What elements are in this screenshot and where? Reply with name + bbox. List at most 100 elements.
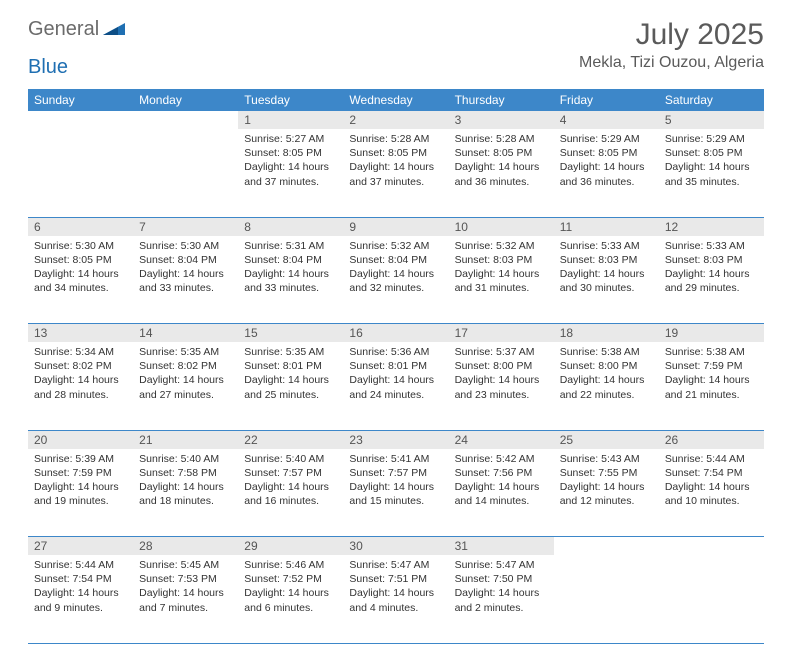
- day-day1: Daylight: 14 hours: [244, 160, 337, 174]
- month-title: July 2025: [579, 18, 764, 52]
- day-sunset: Sunset: 7:58 PM: [139, 466, 232, 480]
- day-cell: Sunrise: 5:38 AMSunset: 8:00 PMDaylight:…: [554, 342, 659, 430]
- day-sunrise: Sunrise: 5:30 AM: [139, 239, 232, 253]
- day-number: 29: [238, 537, 343, 556]
- day-sunset: Sunset: 7:50 PM: [455, 572, 548, 586]
- day-cell: Sunrise: 5:28 AMSunset: 8:05 PMDaylight:…: [449, 129, 554, 217]
- day-number: 7: [133, 217, 238, 236]
- day-cell: Sunrise: 5:35 AMSunset: 8:01 PMDaylight:…: [238, 342, 343, 430]
- day-sunset: Sunset: 8:05 PM: [349, 146, 442, 160]
- day-sunrise: Sunrise: 5:46 AM: [244, 558, 337, 572]
- day-sunset: Sunset: 7:59 PM: [665, 359, 758, 373]
- day-number: 11: [554, 217, 659, 236]
- day-sunrise: Sunrise: 5:30 AM: [34, 239, 127, 253]
- day-cell: Sunrise: 5:31 AMSunset: 8:04 PMDaylight:…: [238, 236, 343, 324]
- day-number: 4: [554, 111, 659, 129]
- day-sunset: Sunset: 8:01 PM: [349, 359, 442, 373]
- day-sunset: Sunset: 8:05 PM: [560, 146, 653, 160]
- day-day2: and 9 minutes.: [34, 601, 127, 615]
- day-cell: Sunrise: 5:42 AMSunset: 7:56 PMDaylight:…: [449, 449, 554, 537]
- day-number: 6: [28, 217, 133, 236]
- day-number: 2: [343, 111, 448, 129]
- day-sunrise: Sunrise: 5:29 AM: [560, 132, 653, 146]
- day-sunset: Sunset: 7:51 PM: [349, 572, 442, 586]
- day-day2: and 4 minutes.: [349, 601, 442, 615]
- day-day1: Daylight: 14 hours: [455, 160, 548, 174]
- day-day1: Daylight: 14 hours: [349, 267, 442, 281]
- day-number: 31: [449, 537, 554, 556]
- day-day2: and 14 minutes.: [455, 494, 548, 508]
- day-cell: Sunrise: 5:40 AMSunset: 7:57 PMDaylight:…: [238, 449, 343, 537]
- day-sunrise: Sunrise: 5:38 AM: [665, 345, 758, 359]
- day-sunset: Sunset: 7:54 PM: [665, 466, 758, 480]
- day-sunset: Sunset: 7:53 PM: [139, 572, 232, 586]
- day-day2: and 35 minutes.: [665, 175, 758, 189]
- day-cell: Sunrise: 5:35 AMSunset: 8:02 PMDaylight:…: [133, 342, 238, 430]
- day-day2: and 27 minutes.: [139, 388, 232, 402]
- day-day1: Daylight: 14 hours: [244, 267, 337, 281]
- day-day2: and 36 minutes.: [455, 175, 548, 189]
- week-row: Sunrise: 5:34 AMSunset: 8:02 PMDaylight:…: [28, 342, 764, 430]
- day-cell: Sunrise: 5:47 AMSunset: 7:51 PMDaylight:…: [343, 555, 448, 643]
- day-day2: and 6 minutes.: [244, 601, 337, 615]
- day-sunrise: Sunrise: 5:40 AM: [244, 452, 337, 466]
- week-row: Sunrise: 5:30 AMSunset: 8:05 PMDaylight:…: [28, 236, 764, 324]
- weekday-header: Sunday: [28, 89, 133, 111]
- day-sunrise: Sunrise: 5:32 AM: [455, 239, 548, 253]
- daynum-row: 20212223242526: [28, 430, 764, 449]
- day-sunset: Sunset: 7:52 PM: [244, 572, 337, 586]
- day-number: 19: [659, 324, 764, 343]
- day-sunrise: Sunrise: 5:33 AM: [665, 239, 758, 253]
- day-sunrise: Sunrise: 5:34 AM: [34, 345, 127, 359]
- day-day1: Daylight: 14 hours: [349, 586, 442, 600]
- day-day2: and 10 minutes.: [665, 494, 758, 508]
- day-sunrise: Sunrise: 5:35 AM: [139, 345, 232, 359]
- day-sunrise: Sunrise: 5:44 AM: [665, 452, 758, 466]
- day-day1: Daylight: 14 hours: [139, 480, 232, 494]
- day-day2: and 37 minutes.: [244, 175, 337, 189]
- day-sunset: Sunset: 8:05 PM: [244, 146, 337, 160]
- day-day2: and 25 minutes.: [244, 388, 337, 402]
- day-cell: Sunrise: 5:36 AMSunset: 8:01 PMDaylight:…: [343, 342, 448, 430]
- day-sunrise: Sunrise: 5:45 AM: [139, 558, 232, 572]
- day-cell: Sunrise: 5:46 AMSunset: 7:52 PMDaylight:…: [238, 555, 343, 643]
- day-cell: Sunrise: 5:39 AMSunset: 7:59 PMDaylight:…: [28, 449, 133, 537]
- day-cell: Sunrise: 5:38 AMSunset: 7:59 PMDaylight:…: [659, 342, 764, 430]
- weekday-header: Saturday: [659, 89, 764, 111]
- day-number: 15: [238, 324, 343, 343]
- brand-mark-icon: [103, 19, 125, 40]
- day-number: 13: [28, 324, 133, 343]
- day-day2: and 21 minutes.: [665, 388, 758, 402]
- brand-logo: General: [28, 18, 127, 41]
- day-day1: Daylight: 14 hours: [34, 373, 127, 387]
- day-day1: Daylight: 14 hours: [455, 480, 548, 494]
- day-sunset: Sunset: 8:04 PM: [244, 253, 337, 267]
- day-cell: Sunrise: 5:37 AMSunset: 8:00 PMDaylight:…: [449, 342, 554, 430]
- day-day2: and 37 minutes.: [349, 175, 442, 189]
- day-day2: and 22 minutes.: [560, 388, 653, 402]
- day-sunrise: Sunrise: 5:38 AM: [560, 345, 653, 359]
- day-sunset: Sunset: 8:00 PM: [560, 359, 653, 373]
- day-number: [133, 111, 238, 129]
- day-sunset: Sunset: 7:56 PM: [455, 466, 548, 480]
- day-number: 16: [343, 324, 448, 343]
- day-day2: and 7 minutes.: [139, 601, 232, 615]
- day-cell: Sunrise: 5:44 AMSunset: 7:54 PMDaylight:…: [28, 555, 133, 643]
- day-sunrise: Sunrise: 5:43 AM: [560, 452, 653, 466]
- day-sunset: Sunset: 7:59 PM: [34, 466, 127, 480]
- day-cell: Sunrise: 5:34 AMSunset: 8:02 PMDaylight:…: [28, 342, 133, 430]
- day-number: [28, 111, 133, 129]
- day-day2: and 31 minutes.: [455, 281, 548, 295]
- day-cell: Sunrise: 5:32 AMSunset: 8:04 PMDaylight:…: [343, 236, 448, 324]
- weekday-header-row: Sunday Monday Tuesday Wednesday Thursday…: [28, 89, 764, 111]
- day-sunrise: Sunrise: 5:47 AM: [349, 558, 442, 572]
- day-day1: Daylight: 14 hours: [34, 480, 127, 494]
- day-cell: [133, 129, 238, 217]
- day-day2: and 15 minutes.: [349, 494, 442, 508]
- week-row: Sunrise: 5:39 AMSunset: 7:59 PMDaylight:…: [28, 449, 764, 537]
- day-number: 25: [554, 430, 659, 449]
- day-number: 8: [238, 217, 343, 236]
- day-cell: [28, 129, 133, 217]
- day-day2: and 29 minutes.: [665, 281, 758, 295]
- weekday-header: Friday: [554, 89, 659, 111]
